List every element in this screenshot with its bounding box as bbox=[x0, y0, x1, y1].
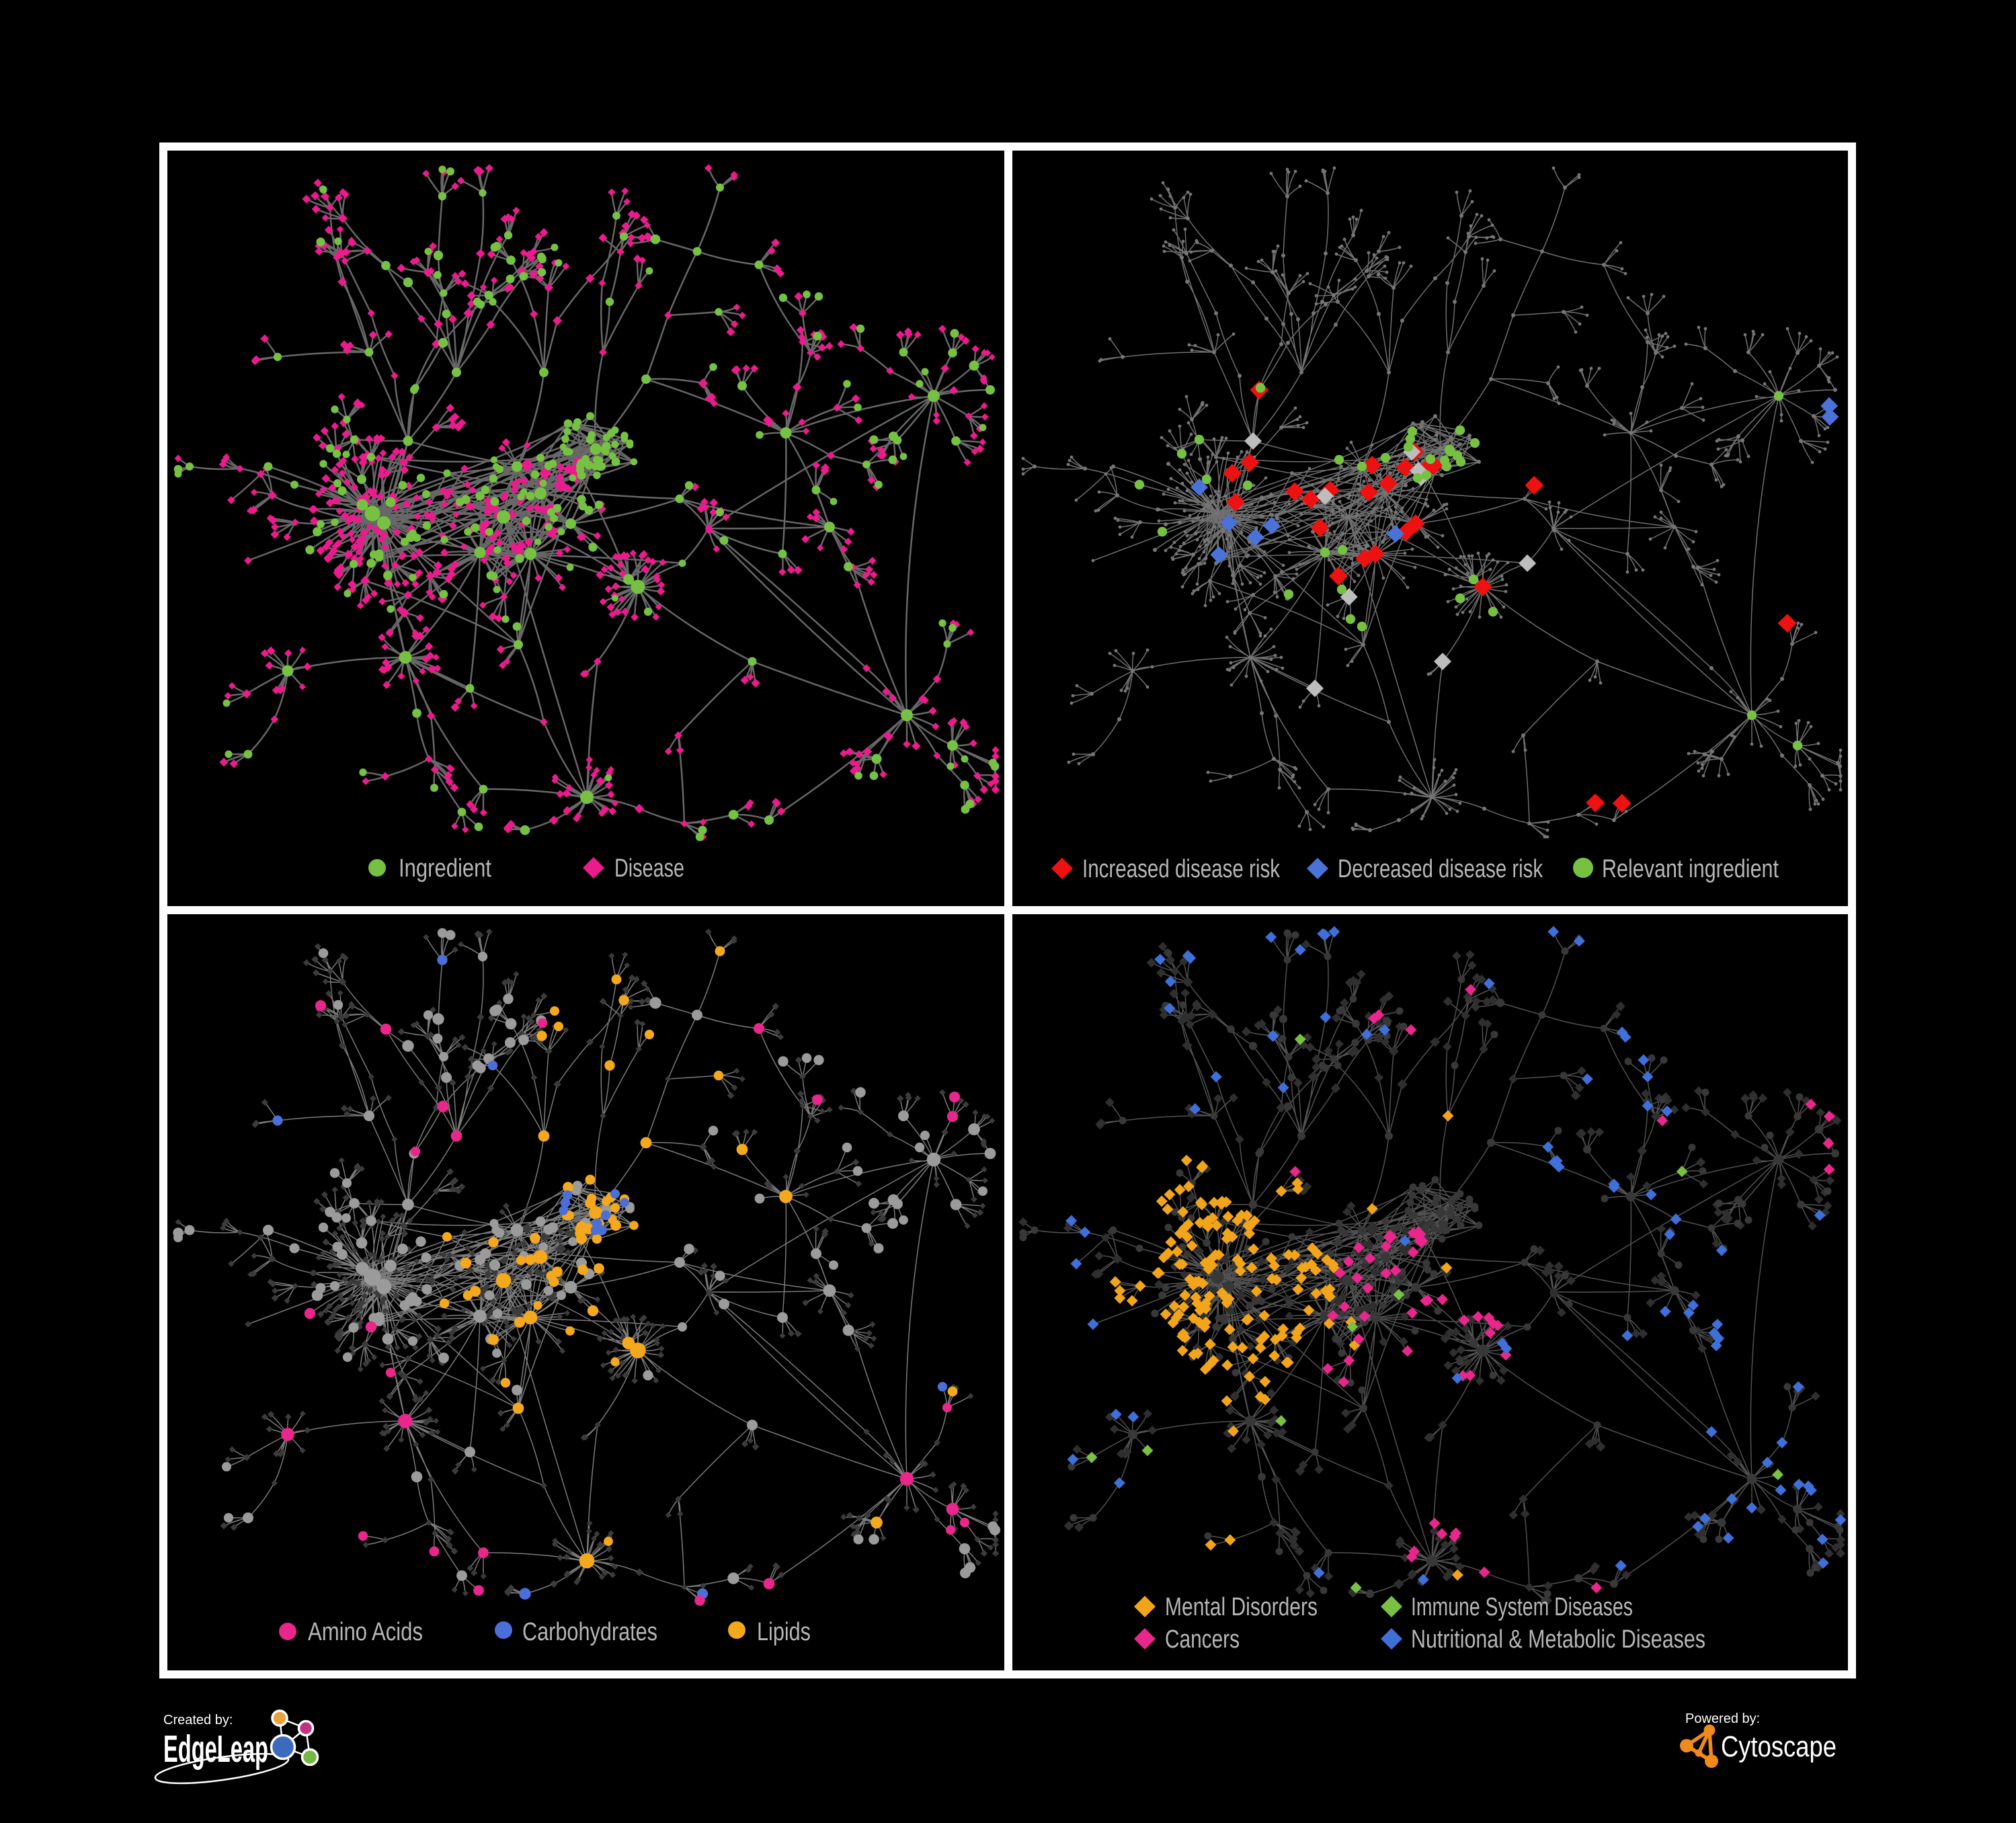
svg-text:Carbohydrates: Carbohydrates bbox=[522, 1618, 657, 1646]
svg-text:Powered by:: Powered by: bbox=[1685, 1711, 1760, 1726]
svg-text:EdgeLeap: EdgeLeap bbox=[163, 1728, 268, 1771]
svg-text:Increased disease risk: Increased disease risk bbox=[1082, 855, 1281, 883]
svg-text:Immune System Diseases: Immune System Diseases bbox=[1411, 1593, 1633, 1621]
svg-text:Lipids: Lipids bbox=[757, 1618, 811, 1646]
svg-text:Nutritional & Metabolic Diseas: Nutritional & Metabolic Diseases bbox=[1411, 1625, 1705, 1654]
svg-text:Decreased disease risk: Decreased disease risk bbox=[1338, 855, 1543, 883]
svg-text:Relevant ingredient: Relevant ingredient bbox=[1602, 855, 1779, 883]
svg-text:Ingredient: Ingredient bbox=[399, 854, 491, 883]
svg-text:Amino Acids: Amino Acids bbox=[308, 1618, 423, 1646]
svg-text:Mental Disorders: Mental Disorders bbox=[1165, 1593, 1318, 1621]
svg-text:Disease: Disease bbox=[614, 854, 684, 883]
svg-text:Cancers: Cancers bbox=[1165, 1625, 1240, 1654]
svg-text:Created by:: Created by: bbox=[163, 1713, 233, 1728]
svg-text:Cytoscape: Cytoscape bbox=[1721, 1730, 1837, 1763]
